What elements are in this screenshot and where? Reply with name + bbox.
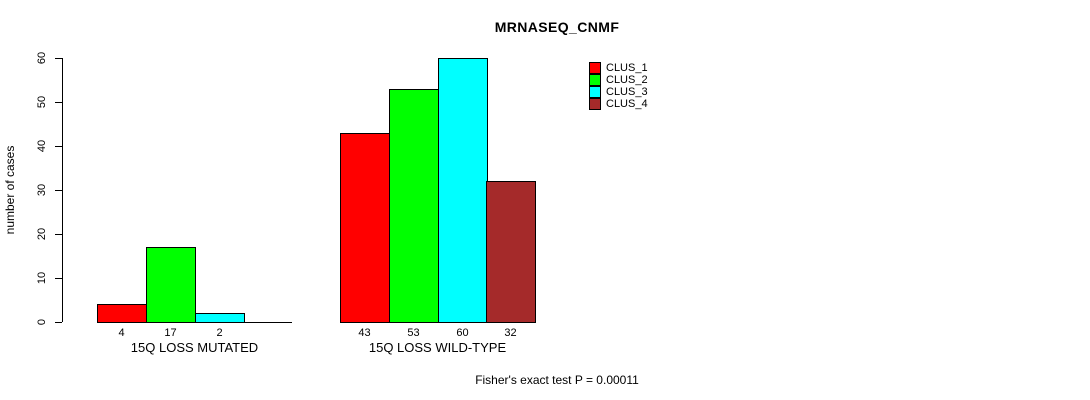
y-tick-mark	[55, 234, 62, 235]
y-tick-mark	[55, 146, 62, 147]
bar-count-label: 60	[456, 327, 469, 339]
bar	[97, 304, 147, 323]
bar	[340, 133, 390, 323]
bar-count-label: 32	[504, 327, 517, 339]
y-tick-label: 10	[36, 271, 48, 285]
y-tick-label: 60	[36, 51, 48, 65]
legend-item: CLUS_1	[589, 62, 648, 74]
bar	[195, 313, 245, 323]
y-tick-mark	[55, 322, 62, 323]
y-axis-title: number of cases	[3, 145, 17, 235]
legend: CLUS_1 CLUS_2 CLUS_3 CLUS_4	[589, 62, 648, 110]
legend-label: CLUS_1	[606, 62, 648, 74]
y-tick-label: 30	[36, 183, 48, 197]
bar	[486, 181, 536, 323]
bar-count-label: 2	[216, 327, 223, 339]
legend-item: CLUS_3	[589, 86, 648, 98]
bar	[389, 89, 439, 323]
bar	[438, 58, 488, 323]
legend-swatch	[589, 62, 601, 74]
bar	[146, 247, 196, 323]
legend-swatch	[589, 86, 601, 98]
y-tick-mark	[55, 102, 62, 103]
y-axis-line	[62, 58, 63, 322]
y-tick-mark	[55, 58, 62, 59]
legend-item: CLUS_2	[589, 74, 648, 86]
y-tick-label: 40	[36, 139, 48, 153]
legend-item: CLUS_4	[589, 98, 648, 110]
y-tick-label: 0	[36, 318, 48, 326]
y-tick-label: 20	[36, 227, 48, 241]
legend-label: CLUS_3	[606, 86, 648, 98]
bar-count-label: 17	[164, 327, 177, 339]
legend-label: CLUS_2	[606, 74, 648, 86]
bar-count-label: 4	[118, 327, 125, 339]
chart-title: MRNASEQ_CNMF	[494, 19, 620, 35]
legend-label: CLUS_4	[606, 98, 648, 110]
fisher-test-annotation: Fisher's exact test P = 0.00011	[475, 373, 639, 387]
bar-count-label: 43	[358, 327, 371, 339]
x-group-label-mutated: 15Q LOSS MUTATED	[130, 340, 259, 355]
bar-count-label: 53	[407, 327, 420, 339]
y-tick-mark	[55, 278, 62, 279]
x-group-label-wildtype: 15Q LOSS WILD-TYPE	[368, 340, 507, 355]
legend-swatch	[589, 98, 601, 110]
legend-swatch	[589, 74, 601, 86]
y-tick-label: 50	[36, 95, 48, 109]
y-tick-mark	[55, 190, 62, 191]
